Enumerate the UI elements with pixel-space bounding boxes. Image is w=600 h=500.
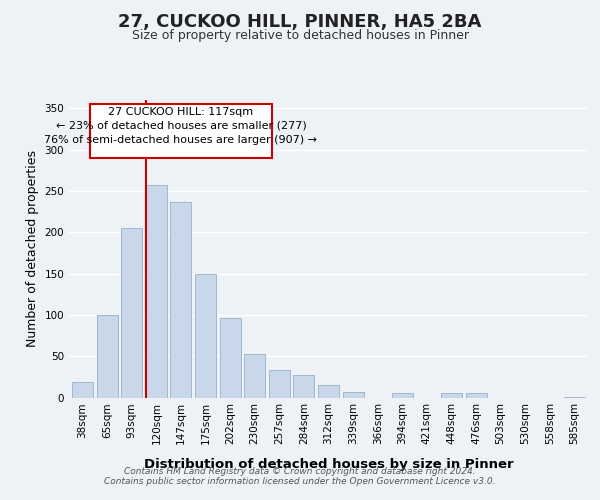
Bar xyxy=(564,396,585,398)
Bar xyxy=(146,185,167,398)
Bar xyxy=(170,202,191,398)
Bar xyxy=(293,375,314,398)
Bar xyxy=(466,394,487,398)
X-axis label: Distribution of detached houses by size in Pinner: Distribution of detached houses by size … xyxy=(143,458,514,471)
Bar xyxy=(392,394,413,398)
Text: 27, CUCKOO HILL, PINNER, HA5 2BA: 27, CUCKOO HILL, PINNER, HA5 2BA xyxy=(118,12,482,30)
Bar xyxy=(97,315,118,398)
Bar xyxy=(72,382,93,398)
Bar xyxy=(195,274,216,398)
Text: 27 CUCKOO HILL: 117sqm
← 23% of detached houses are smaller (277)
76% of semi-de: 27 CUCKOO HILL: 117sqm ← 23% of detached… xyxy=(44,106,317,144)
Y-axis label: Number of detached properties: Number of detached properties xyxy=(26,150,39,348)
Text: Contains HM Land Registry data © Crown copyright and database right 2024.
Contai: Contains HM Land Registry data © Crown c… xyxy=(104,466,496,486)
Bar xyxy=(269,370,290,398)
Bar xyxy=(220,318,241,398)
Text: Size of property relative to detached houses in Pinner: Size of property relative to detached ho… xyxy=(131,29,469,42)
Bar xyxy=(121,228,142,398)
Bar xyxy=(343,392,364,398)
FancyBboxPatch shape xyxy=(90,104,272,158)
Bar xyxy=(441,394,462,398)
Bar xyxy=(318,385,339,398)
Bar xyxy=(244,354,265,398)
